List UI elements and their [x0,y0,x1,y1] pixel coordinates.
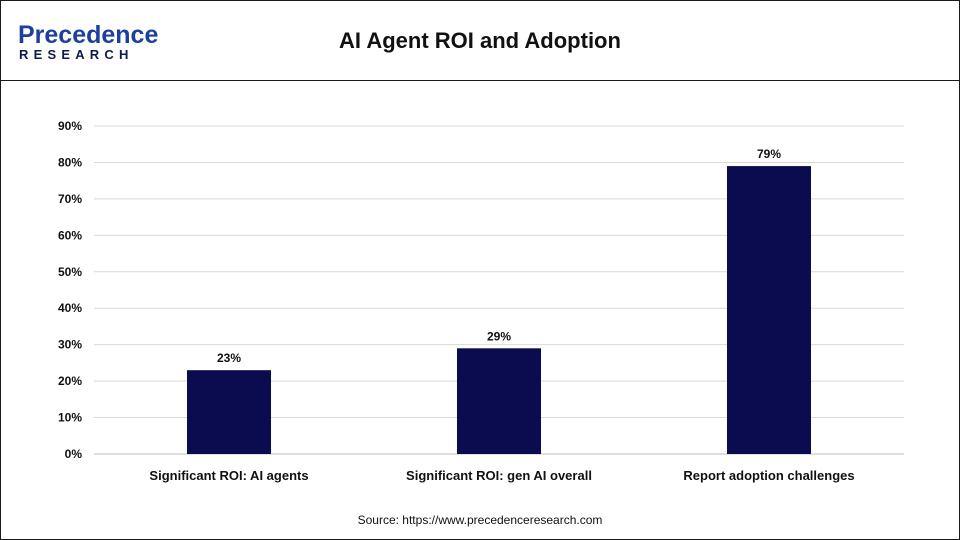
logo-text-sub: RESEARCH [19,47,134,62]
data-label: 29% [487,329,511,343]
y-tick-label: 70% [58,192,82,206]
y-tick-label: 30% [58,338,82,352]
bar [457,348,541,454]
header: Precedence RESEARCH AI Agent ROI and Ado… [1,1,959,81]
source-note: Source: https://www.precedenceresearch.c… [357,513,603,527]
y-tick-label: 10% [58,411,82,425]
chart-title: AI Agent ROI and Adoption [339,28,621,53]
y-tick-label: 60% [58,228,82,242]
y-tick-label: 20% [58,374,82,388]
y-tick-label: 90% [58,119,82,133]
bar [727,166,811,455]
bar [187,370,271,454]
y-tick-label: 80% [58,155,82,169]
y-tick-label: 50% [58,265,82,279]
x-tick-label: Significant ROI: AI agents [149,468,308,483]
x-tick-label: Report adoption challenges [683,468,854,483]
logo-text-main: Precedence [18,21,158,49]
precedence-research-logo: Precedence RESEARCH [18,21,158,62]
data-label: 23% [217,351,241,365]
x-tick-label: Significant ROI: gen AI overall [406,468,592,483]
data-label: 79% [757,147,781,161]
y-tick-label: 40% [58,301,82,315]
y-tick-label: 0% [65,447,83,461]
